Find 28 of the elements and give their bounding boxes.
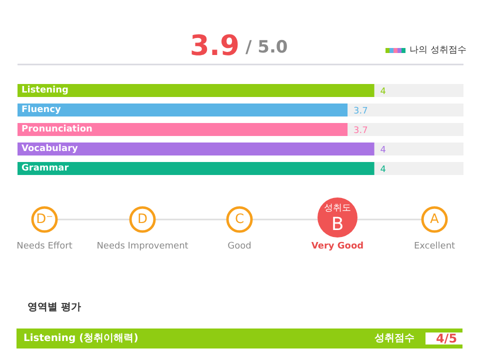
chart-subtitle: / 5.0	[246, 38, 288, 58]
text: 4/5	[436, 332, 458, 346]
text: Very Good	[311, 242, 364, 252]
data-label: 4	[380, 87, 386, 97]
text: Needs Improvement	[96, 242, 189, 252]
chart-title: 3.9	[190, 29, 240, 62]
y-tick-label: Vocabulary	[22, 144, 78, 154]
text: Listening (청취이해력)	[24, 333, 138, 344]
text: Needs Effort	[16, 242, 73, 252]
legend-label: 나의 성취점수	[410, 46, 466, 56]
text: B	[331, 214, 344, 235]
text: 성취도	[324, 204, 351, 214]
text: Good	[228, 242, 252, 252]
text: D	[137, 212, 148, 227]
y-tick-label: Grammar	[22, 164, 70, 174]
text: D⁻	[36, 212, 53, 227]
y-tick-label: Fluency	[22, 105, 61, 115]
text: Excellent	[414, 242, 456, 252]
text: A	[430, 212, 440, 227]
data-label: 3.7	[354, 106, 368, 116]
y-tick-label: Pronunciation	[22, 124, 92, 134]
text: 성취점수	[374, 333, 414, 344]
data-label: 4	[380, 165, 386, 175]
text: 영역별 평가	[28, 302, 81, 313]
text: C	[234, 212, 244, 227]
y-tick-label: Listening	[22, 86, 68, 96]
data-label: 3.7	[354, 126, 368, 136]
data-label: 4	[380, 146, 386, 156]
